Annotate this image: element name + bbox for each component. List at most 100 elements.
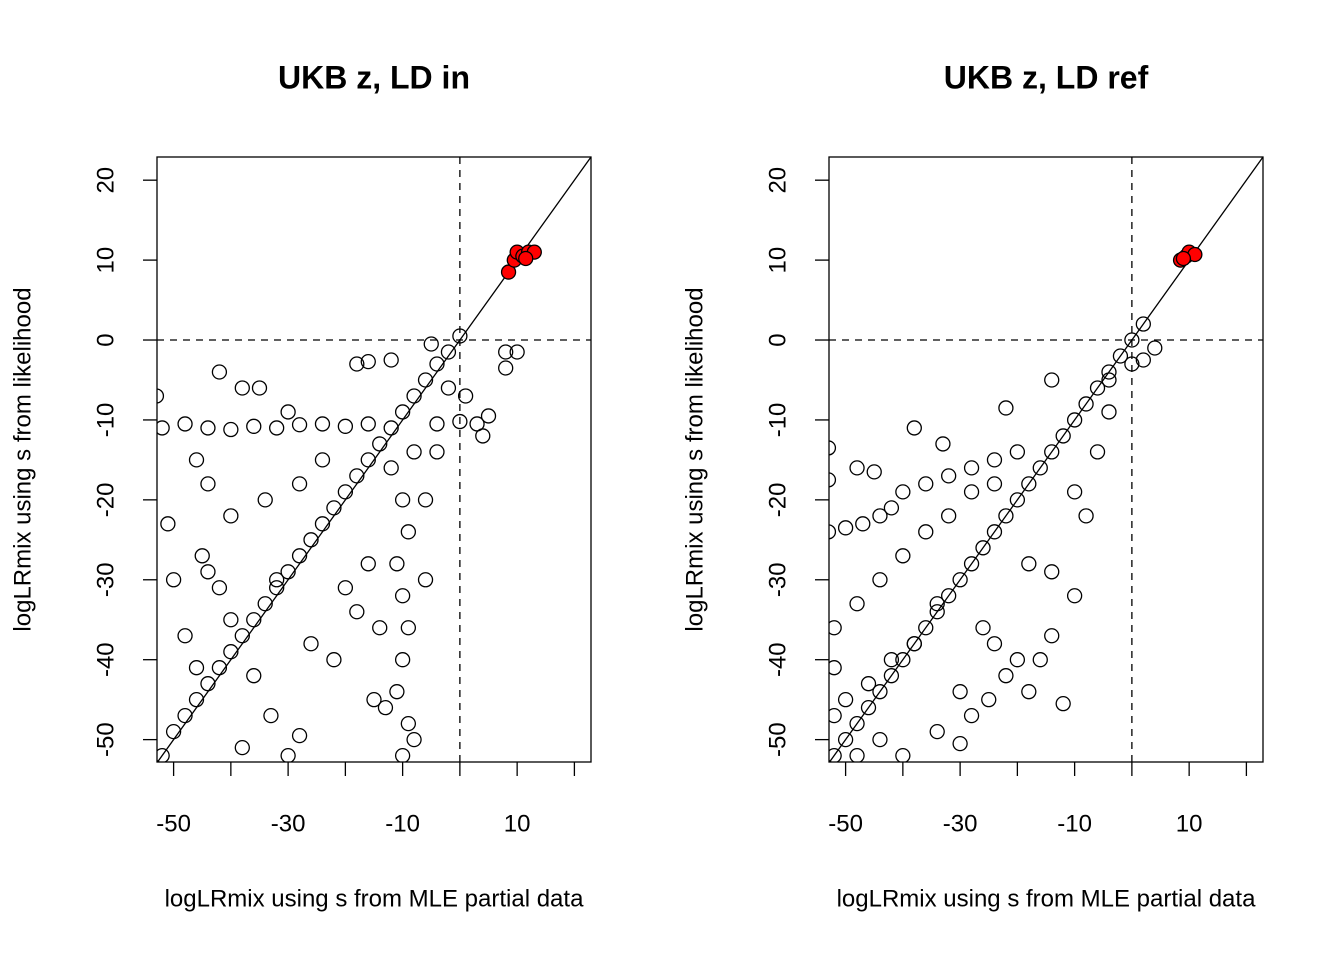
- point: [918, 476, 934, 492]
- point: [829, 524, 837, 540]
- point: [188, 692, 205, 708]
- point: [251, 380, 268, 396]
- point: [895, 747, 911, 762]
- point: [1009, 492, 1026, 508]
- point: [157, 420, 170, 436]
- plot-frame: [156, 156, 592, 763]
- point: [429, 444, 445, 460]
- point: [417, 492, 434, 508]
- point: [383, 352, 399, 368]
- point: [406, 731, 422, 748]
- point: [855, 516, 871, 532]
- point: [349, 356, 365, 372]
- point: [200, 420, 216, 436]
- point: [952, 735, 968, 752]
- point: [257, 492, 273, 508]
- point: [1066, 484, 1083, 500]
- point: [1078, 508, 1094, 524]
- point: [200, 564, 216, 580]
- y-tick-label: 20: [92, 167, 119, 194]
- point: [1066, 588, 1083, 604]
- point: [211, 364, 228, 380]
- point: [157, 388, 165, 404]
- point: [866, 464, 882, 480]
- point: [1066, 412, 1083, 428]
- point: [383, 420, 399, 436]
- y-tick-label: 0: [92, 333, 119, 346]
- point: [829, 660, 842, 676]
- point: [177, 416, 193, 432]
- x-axis-label: logLRmix using s from MLE partial data: [837, 885, 1256, 912]
- point: [234, 380, 250, 396]
- point: [829, 440, 837, 456]
- point: [963, 484, 980, 500]
- point: [929, 596, 945, 612]
- point: [366, 692, 382, 708]
- point: [194, 548, 210, 564]
- point: [963, 556, 980, 572]
- x-tick-label: -50: [156, 810, 191, 837]
- point: [1135, 352, 1151, 368]
- point: [246, 418, 262, 434]
- point: [475, 428, 491, 444]
- point: [883, 500, 900, 516]
- point: [377, 700, 394, 716]
- point: [872, 731, 888, 748]
- point: [291, 548, 308, 564]
- point: [986, 524, 1003, 540]
- point: [480, 408, 497, 424]
- x-tick-label: -50: [828, 810, 863, 837]
- point: [223, 612, 239, 628]
- point: [1009, 652, 1026, 668]
- point: [1021, 556, 1037, 572]
- x-axis-label: logLRmix using s from MLE partial data: [165, 885, 584, 912]
- point: [389, 556, 405, 572]
- point: [223, 421, 239, 438]
- point: [360, 556, 376, 572]
- point: [349, 468, 365, 484]
- point: [1021, 476, 1037, 492]
- point: [998, 508, 1014, 524]
- point: [941, 588, 957, 604]
- point: [860, 700, 877, 716]
- point: [498, 360, 514, 376]
- point: [314, 452, 331, 468]
- point: [372, 436, 388, 452]
- point: [452, 413, 468, 430]
- plot-frame: [828, 156, 1264, 763]
- point: [952, 572, 968, 588]
- point: [188, 452, 205, 468]
- point: [849, 460, 865, 476]
- point: [872, 572, 888, 588]
- point: [1124, 332, 1140, 348]
- point: [906, 636, 922, 652]
- point: [895, 484, 911, 500]
- point: [269, 420, 285, 436]
- point: [417, 572, 434, 588]
- point: [452, 328, 468, 344]
- point: [269, 580, 285, 596]
- point: [918, 620, 934, 636]
- point: [837, 731, 854, 748]
- point: [1055, 428, 1071, 444]
- point: [829, 620, 842, 636]
- point: [177, 628, 193, 644]
- point: [1101, 372, 1117, 388]
- y-tick-label: 0: [764, 333, 791, 346]
- y-tick-label: -50: [764, 722, 791, 757]
- point: [1032, 460, 1048, 476]
- point: [400, 524, 417, 540]
- point: [360, 416, 376, 432]
- x-tick-label: 10: [1176, 810, 1203, 837]
- y-tick-label: -10: [92, 403, 119, 438]
- point: [1044, 628, 1060, 644]
- point: [157, 747, 170, 762]
- y-tick-label: -40: [764, 642, 791, 677]
- point: [872, 508, 888, 524]
- panel: UKB z, LD ref logLRmix using s from MLE p…: [681, 59, 1264, 912]
- point: [849, 715, 865, 732]
- x-tick-label: -30: [271, 810, 306, 837]
- y-tick-label: 20: [764, 167, 791, 194]
- point: [975, 540, 991, 556]
- point: [400, 715, 417, 732]
